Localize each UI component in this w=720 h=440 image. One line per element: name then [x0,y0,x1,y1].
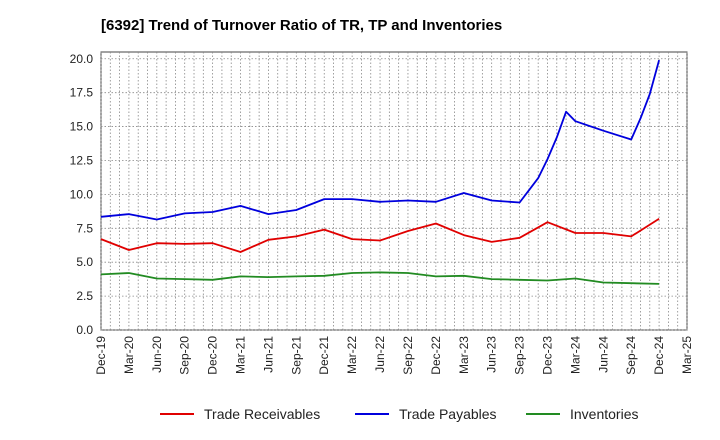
x-tick-label: Sep-23 [513,336,527,375]
legend: Trade Receivables Trade Payables Inventori… [160,406,638,422]
y-tick-label: 0.0 [76,323,93,337]
grid-lines [100,52,688,331]
x-tick-label: Dec-20 [206,336,220,375]
x-tick-label: Dec-24 [652,336,666,375]
series-lines [100,59,660,285]
y-axis-tick-labels: 0.0 2.5 5.0 7.5 10.0 12.5 15.0 17.5 20.0 [70,52,94,337]
y-tick-label: 15.0 [70,120,94,134]
y-tick-label: 12.5 [70,153,94,167]
legend-label: Trade Payables [399,406,497,422]
y-tick-label: 10.0 [70,187,94,201]
x-tick-label: Dec-21 [317,336,331,375]
x-tick-label: Mar-25 [680,336,694,374]
series-line-trade-payables [100,59,660,221]
x-tick-label: Jun-22 [373,336,387,373]
legend-label: Inventories [570,406,638,422]
plot-area-frame [100,51,688,331]
x-tick-label: Sep-21 [289,336,303,375]
y-tick-label: 5.0 [76,255,93,269]
x-tick-label: Dec-19 [94,336,108,375]
series-line-trade-receivables [100,218,660,253]
x-tick-label: Dec-22 [429,336,443,375]
y-tick-label: 17.5 [70,86,94,100]
x-tick-label: Sep-22 [401,336,415,375]
y-tick-label: 2.5 [76,289,93,303]
chart-title: [6392] Trend of Turnover Ratio of TR, TP… [101,17,502,34]
x-tick-label: Jun-20 [150,336,164,373]
x-tick-label: Sep-20 [178,336,192,375]
x-tick-label: Mar-23 [457,336,471,374]
y-tick-label: 7.5 [76,221,93,235]
x-tick-label: Mar-21 [234,336,248,374]
x-tick-label: Mar-24 [568,336,582,374]
x-tick-label: Sep-24 [624,336,638,375]
x-tick-label: Jun-21 [261,336,275,373]
series-line-inventories [100,271,660,285]
legend-label: Trade Receivables [204,406,320,422]
y-tick-label: 20.0 [70,52,94,66]
x-tick-label: Jun-23 [485,336,499,373]
x-tick-label: Mar-20 [122,336,136,374]
x-tick-label: Mar-22 [345,336,359,374]
x-axis-tick-labels: Dec-19 Mar-20 Jun-20 Sep-20 Dec-20 Mar-21 Jun-… [94,336,694,375]
x-tick-label: Jun-24 [596,336,610,373]
x-tick-label: Dec-23 [540,336,554,375]
